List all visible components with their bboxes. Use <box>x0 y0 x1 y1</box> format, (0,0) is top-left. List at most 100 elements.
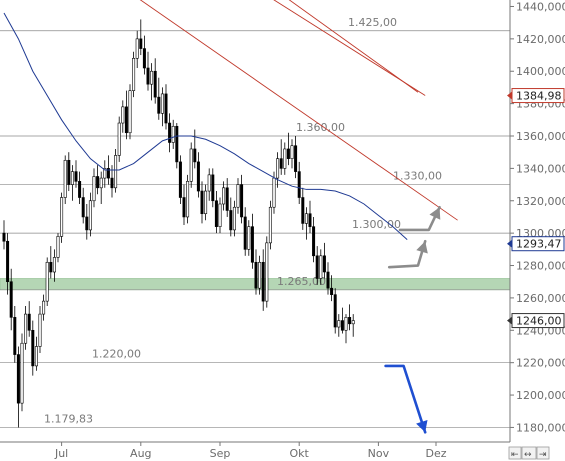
candle-body <box>16 354 20 404</box>
arrow-left-icon: ⇤ <box>511 450 519 460</box>
candle-body <box>193 148 197 163</box>
candle-body <box>175 125 179 163</box>
candle-body <box>283 148 287 169</box>
candle-body <box>6 240 10 283</box>
candle-body <box>63 159 67 198</box>
candle-body <box>171 125 175 143</box>
candle-body <box>207 174 211 192</box>
y-axis: 1440,0001420,0001400,0001380,0001360,000… <box>509 0 565 442</box>
candle-body <box>27 313 31 331</box>
candle-body <box>222 187 226 205</box>
candle-body <box>117 122 121 156</box>
candle-body <box>189 148 193 182</box>
candle-body <box>31 329 35 367</box>
candle-body <box>42 300 46 315</box>
candle-body <box>218 203 222 227</box>
candle-body <box>297 171 301 198</box>
candle-body <box>74 171 78 182</box>
candle-body <box>214 200 218 227</box>
candle-body <box>211 174 215 202</box>
candle-body <box>348 317 352 325</box>
price-tag-pointer <box>507 316 512 325</box>
candle-body <box>88 200 92 231</box>
candle-body <box>99 177 103 189</box>
candle-body <box>254 261 258 289</box>
candle-body <box>85 216 89 231</box>
candle-body <box>200 190 204 215</box>
x-tick-label: Sep <box>210 447 231 460</box>
scroll-right-button[interactable] <box>536 446 550 460</box>
candle-body <box>290 145 294 159</box>
candle-body <box>121 106 125 124</box>
candle-body <box>258 261 262 289</box>
candle-body <box>272 177 276 208</box>
candle-body <box>78 181 82 198</box>
x-tick-label: Jul <box>54 447 68 460</box>
y-axis-background <box>510 0 565 442</box>
y-tick-label: 1440,000 <box>516 0 565 13</box>
y-tick-label: 1200,000 <box>516 389 565 402</box>
level-label: 1.220,00 <box>92 348 141 361</box>
moving-average-line <box>3 12 408 240</box>
scroll-both-button[interactable] <box>521 446 537 460</box>
price-tag-pointer <box>507 239 512 248</box>
candle-body <box>247 226 251 250</box>
candle-body <box>344 317 348 331</box>
y-tick-label: 1280,000 <box>516 260 565 273</box>
y-tick-label: 1320,000 <box>516 195 565 208</box>
level-label: 1.179,83 <box>44 413 93 426</box>
candle-body <box>232 206 236 231</box>
arrow-head <box>429 207 441 220</box>
candle-body <box>240 184 244 218</box>
horizontal-levels <box>0 30 510 429</box>
price-tag-label: 1293,47 <box>516 238 562 251</box>
candle-body <box>60 197 64 237</box>
candle-body <box>139 38 143 49</box>
candle-body <box>319 255 323 279</box>
candle-body <box>157 96 161 114</box>
level-label: 1.360,00 <box>296 121 345 134</box>
candle-body <box>236 184 240 208</box>
x-tick-label: Nov <box>368 447 390 460</box>
candle-body <box>13 317 17 355</box>
candle-body <box>164 93 168 124</box>
candle-body <box>265 242 269 302</box>
candle-body <box>268 206 272 244</box>
candle-body <box>312 226 316 257</box>
candle-body <box>204 190 208 215</box>
arrow-head <box>416 241 428 254</box>
candle-body <box>186 181 190 218</box>
y-tick-label: 1260,000 <box>516 292 565 305</box>
candle-body <box>229 210 233 231</box>
arrow-both-icon: ↔ <box>524 450 532 460</box>
candle-body <box>250 226 254 263</box>
candle-body <box>124 106 128 134</box>
trendline <box>273 0 426 96</box>
trendlines <box>139 0 458 221</box>
candle-body <box>2 232 6 242</box>
candle-body <box>45 261 49 302</box>
candle-body <box>160 93 164 114</box>
x-tick-label: Okt <box>290 447 310 460</box>
candle-body <box>286 148 290 159</box>
arrow-right-icon: ⇥ <box>539 450 547 460</box>
price-tag-label: 1384,98 <box>516 90 562 103</box>
candle-body <box>9 281 13 318</box>
scroll-controls[interactable]: ⇤ ↔ ⇥ <box>508 446 550 460</box>
scroll-left-button[interactable] <box>508 446 522 460</box>
candle-body <box>225 187 229 211</box>
y-tick-label: 1220,000 <box>516 357 565 370</box>
candle-body <box>308 213 312 227</box>
candle-body <box>81 197 85 218</box>
candle-body <box>96 176 100 189</box>
level-label: 1.330,00 <box>393 170 442 183</box>
candle-body <box>322 255 326 273</box>
candle-body <box>146 67 150 85</box>
candle-body <box>103 168 107 179</box>
candle-body <box>92 176 96 202</box>
candle-body <box>24 313 28 344</box>
trendline <box>288 0 419 93</box>
y-tick-label: 1360,000 <box>516 130 565 143</box>
candle-body <box>276 158 280 179</box>
